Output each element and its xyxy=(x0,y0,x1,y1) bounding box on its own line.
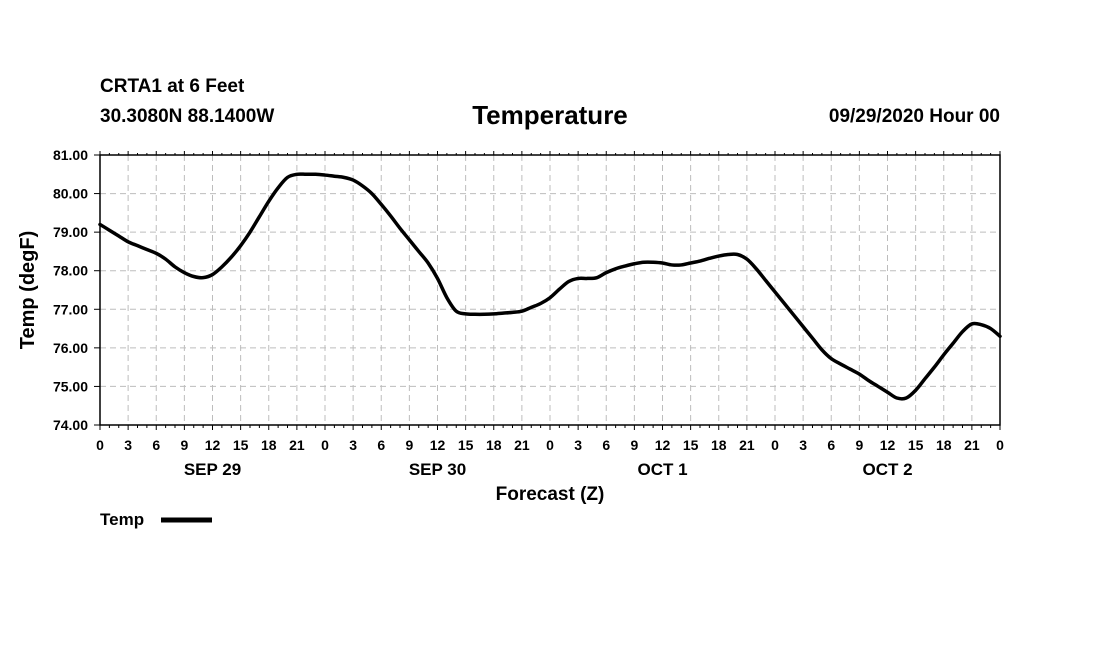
x-tick-label: 18 xyxy=(711,437,727,453)
x-tick-label: 3 xyxy=(574,437,582,453)
x-tick-label: 12 xyxy=(205,437,221,453)
chart-title: Temperature xyxy=(472,100,628,130)
y-axis-label: Temp (degF) xyxy=(17,231,39,350)
y-tick-label: 77.00 xyxy=(53,301,88,317)
x-tick-label: 15 xyxy=(233,437,249,453)
x-tick-label: 3 xyxy=(124,437,132,453)
x-tick-label: 6 xyxy=(377,437,385,453)
station-coordinates: 30.3080N 88.1400W xyxy=(100,106,275,127)
plot-frame xyxy=(99,154,1001,426)
x-tick-label: 0 xyxy=(546,437,554,453)
x-tick-label: 0 xyxy=(996,437,1004,453)
x-tick-label: 9 xyxy=(405,437,413,453)
day-label: OCT 1 xyxy=(637,460,687,479)
day-label: SEP 30 xyxy=(409,460,466,479)
x-tick-label: 3 xyxy=(799,437,807,453)
x-axis-label: Forecast (Z) xyxy=(496,484,605,505)
x-tick-label: 9 xyxy=(630,437,638,453)
day-label: SEP 29 xyxy=(184,460,241,479)
y-tick-label: 80.00 xyxy=(53,186,88,202)
chart-grid xyxy=(100,155,1000,425)
x-tick-label: 21 xyxy=(739,437,755,453)
y-tick-label: 74.00 xyxy=(53,417,88,433)
series-line-temp xyxy=(98,172,1002,401)
x-tick-label: 15 xyxy=(458,437,474,453)
station-label: CRTA1 at 6 Feet xyxy=(100,76,245,97)
y-tick-label: 75.00 xyxy=(53,378,88,394)
x-tick-label: 21 xyxy=(964,437,980,453)
chart-series xyxy=(98,172,1002,401)
y-axis: 74.00 75.00 76.00 77.00 78.00 79.00 80.00 81.00 xyxy=(53,147,100,433)
x-tick-label: 18 xyxy=(486,437,502,453)
x-tick-label: 6 xyxy=(827,437,835,453)
x-tick-label: 6 xyxy=(152,437,160,453)
y-tick-label: 79.00 xyxy=(53,224,88,240)
x-tick-label: 15 xyxy=(908,437,924,453)
forecast-run-time: 09/29/2020 Hour 00 xyxy=(828,106,1000,127)
x-axis: 0 3 6 9 12 15 18 21 0 3 6 9 12 15 18 21 0 3 6 9 12 15 18 21 0 3 6 9… xyxy=(96,151,1004,479)
x-tick-label: 0 xyxy=(96,437,104,453)
legend-label: Temp xyxy=(100,510,144,529)
x-tick-label: 21 xyxy=(289,437,305,453)
legend: Temp xyxy=(100,510,212,529)
y-tick-label: 81.00 xyxy=(53,147,88,163)
x-tick-label: 12 xyxy=(880,437,896,453)
x-tick-label: 3 xyxy=(349,437,357,453)
x-tick-label: 9 xyxy=(180,437,188,453)
x-tick-label: 18 xyxy=(261,437,277,453)
x-tick-label: 0 xyxy=(321,437,329,453)
x-tick-label: 18 xyxy=(936,437,952,453)
x-tick-label: 12 xyxy=(655,437,671,453)
y-tick-label: 76.00 xyxy=(53,340,88,356)
x-tick-label: 21 xyxy=(514,437,530,453)
x-tick-label: 6 xyxy=(602,437,610,453)
x-tick-label: 12 xyxy=(430,437,446,453)
x-tick-label: 9 xyxy=(855,437,863,453)
day-label: OCT 2 xyxy=(862,460,912,479)
x-tick-label: 15 xyxy=(683,437,699,453)
y-tick-label: 78.00 xyxy=(53,263,88,279)
x-tick-label: 0 xyxy=(771,437,779,453)
